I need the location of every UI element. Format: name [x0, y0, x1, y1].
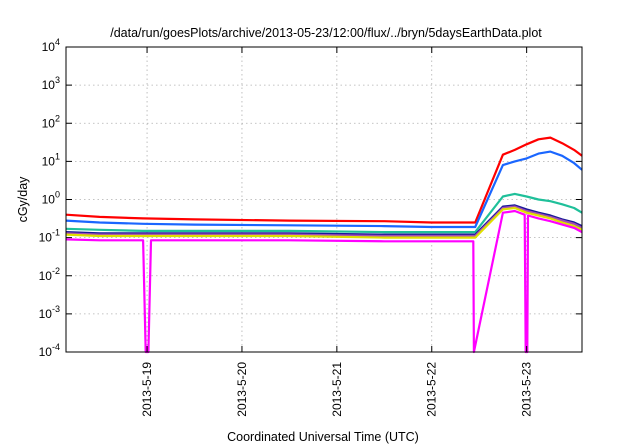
y-tick-exponent: 2: [55, 113, 60, 123]
y-tick-label: 10-3: [39, 304, 60, 321]
y-tick-base: 10: [39, 307, 53, 321]
x-tick-label: 2013-5-19: [140, 362, 154, 417]
series-line-2: [65, 192, 583, 234]
y-tick-exponent: 0: [55, 190, 60, 200]
y-tick-base: 10: [39, 345, 53, 359]
y-tick-exponent: -4: [52, 342, 60, 352]
x-tick-label: 2013-5-21: [330, 362, 344, 417]
y-tick-base: 10: [42, 78, 56, 92]
y-tick-base: 10: [42, 154, 56, 168]
y-tick-base: 10: [39, 231, 53, 245]
y-tick-label: 10-4: [39, 342, 60, 359]
x-tick-label: 2013-5-20: [235, 362, 249, 417]
grid: [66, 47, 582, 352]
x-tick-label: 2013-5-23: [520, 362, 534, 417]
x-tick-label: 2013-5-22: [425, 362, 439, 417]
y-tick-label: 10-1: [39, 228, 60, 245]
y-tick-base: 10: [42, 116, 56, 130]
x-axis-label: Coordinated Universal Time (UTC): [227, 430, 419, 444]
y-tick-base: 10: [39, 269, 53, 283]
y-tick-base: 10: [42, 193, 56, 207]
y-axis-label: cGy/day: [16, 176, 30, 223]
series-group: [65, 136, 583, 354]
y-tick-label: 101: [42, 151, 60, 168]
y-tick-base: 10: [42, 40, 56, 54]
y-tick-label: 104: [42, 37, 60, 54]
series-line-5: [65, 206, 583, 239]
y-tick-exponent: 4: [55, 37, 60, 47]
y-tick-label: 102: [42, 113, 60, 130]
y-tick-exponent: 1: [55, 151, 60, 161]
y-tick-exponent: 3: [55, 75, 60, 85]
y-tick-exponent: -2: [52, 266, 60, 276]
y-tick-exponent: -3: [52, 304, 60, 314]
axis-ticks: 10-410-310-210-11001011021031042013-5-19…: [39, 37, 582, 417]
series-line-0: [65, 136, 583, 224]
series-line-1: [65, 150, 583, 229]
chart-title: /data/run/goesPlots/archive/2013-05-23/1…: [110, 26, 542, 40]
y-tick-label: 10-2: [39, 266, 60, 283]
y-tick-label: 103: [42, 75, 60, 92]
y-tick-exponent: -1: [52, 228, 60, 238]
y-tick-label: 100: [42, 190, 60, 207]
